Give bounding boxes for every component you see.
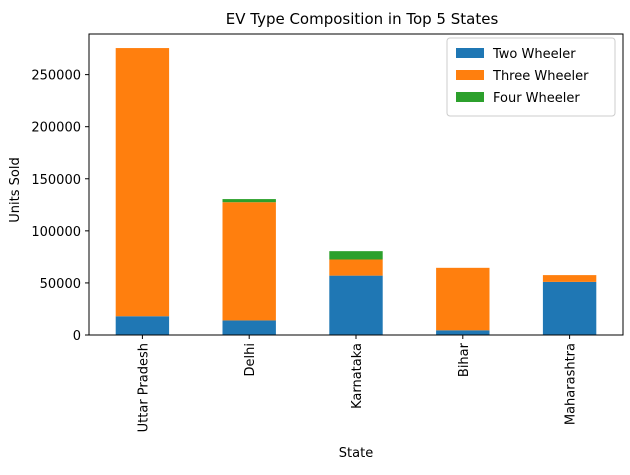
legend-swatch <box>456 70 484 80</box>
x-tick-label: Maharashtra <box>564 343 579 425</box>
x-axis: Uttar Pradesh Delhi Karnataka Bihar Maharash… <box>136 335 579 432</box>
y-tick-label: 150000 <box>31 173 81 188</box>
bar-four-wheeler-delhi <box>222 199 276 203</box>
bar-three-wheeler-uttar-pradesh <box>115 48 170 317</box>
y-tick-label: 200000 <box>31 121 81 136</box>
legend-box <box>446 37 616 117</box>
bars-layer <box>115 48 597 335</box>
legend: Two Wheeler Three Wheeler Four Wheeler <box>446 37 616 117</box>
y-axis: 0 50000 100000 150000 200000 250000 <box>31 69 89 344</box>
bar-two-wheeler-maharashtra <box>542 281 597 335</box>
x-axis-title: State <box>339 446 373 461</box>
bar-three-wheeler-bihar <box>436 267 490 331</box>
y-tick-label: 100000 <box>31 225 81 240</box>
legend-swatch <box>456 48 484 58</box>
legend-label: Two Wheeler <box>492 47 576 62</box>
y-axis-title: Units Sold <box>8 157 23 222</box>
chart-title: EV Type Composition in Top 5 States <box>226 10 499 28</box>
x-tick-label: Karnataka <box>350 343 365 409</box>
bar-three-wheeler-maharashtra <box>542 275 597 282</box>
bar-four-wheeler-karnataka <box>329 251 383 260</box>
plot-frame <box>88 33 624 336</box>
y-tick-label: 50000 <box>40 277 81 292</box>
bar-three-wheeler-delhi <box>222 202 276 321</box>
bar-two-wheeler-bihar <box>436 330 490 335</box>
legend-label: Four Wheeler <box>493 91 580 106</box>
y-tick-label: 250000 <box>31 69 81 84</box>
legend-swatch <box>456 92 484 102</box>
bar-three-wheeler-karnataka <box>329 259 383 276</box>
bar-two-wheeler-uttar-pradesh <box>115 316 170 335</box>
bar-two-wheeler-delhi <box>222 320 276 335</box>
x-tick-label: Delhi <box>243 343 258 376</box>
x-tick-label: Uttar Pradesh <box>136 343 151 432</box>
x-tick-label: Bihar <box>457 342 472 377</box>
y-tick-label: 0 <box>73 329 81 344</box>
bar-two-wheeler-karnataka <box>329 275 383 335</box>
legend-label: Three Wheeler <box>492 69 589 84</box>
